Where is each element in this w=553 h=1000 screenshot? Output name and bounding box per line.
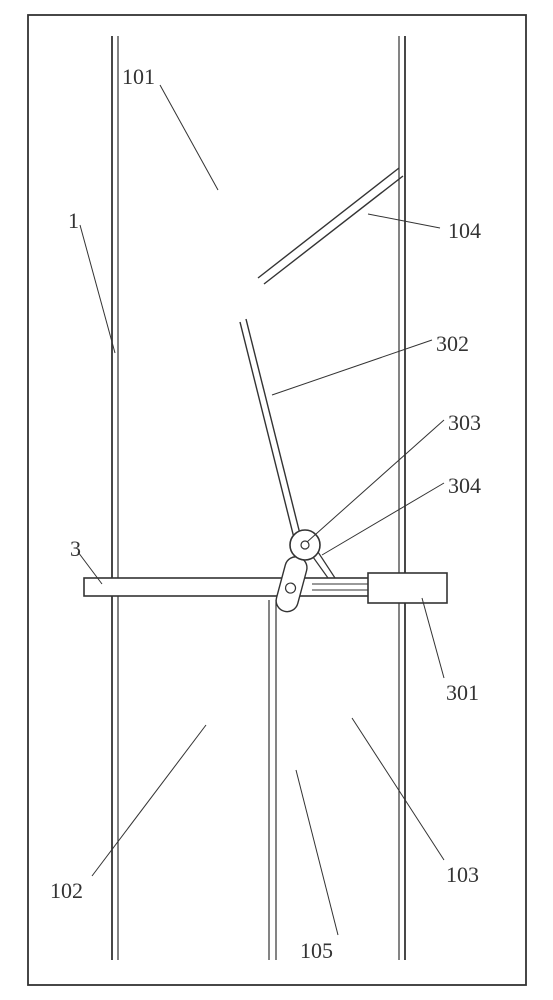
label-303: 303 <box>448 410 481 436</box>
diagonal-upper-b <box>264 176 403 284</box>
lever-arm-b <box>246 319 300 534</box>
pivot-link-b <box>313 557 328 578</box>
label-104: 104 <box>448 218 481 244</box>
label-304: 304 <box>448 473 481 499</box>
diagram-canvas <box>0 0 553 1000</box>
label-1: 1 <box>68 208 79 234</box>
label-101: 101 <box>122 64 155 90</box>
lever-arm-a <box>240 322 294 538</box>
outer-frame <box>28 15 526 985</box>
label-103: 103 <box>446 862 479 888</box>
handle <box>368 573 447 603</box>
label-302: 302 <box>436 331 469 357</box>
diagonal-upper-a <box>258 168 399 278</box>
pivot-link-a <box>318 552 335 578</box>
label-301: 301 <box>446 680 479 706</box>
label-3: 3 <box>70 536 81 562</box>
leader-lines <box>78 85 444 935</box>
label-102: 102 <box>50 878 83 904</box>
label-105: 105 <box>300 938 333 964</box>
